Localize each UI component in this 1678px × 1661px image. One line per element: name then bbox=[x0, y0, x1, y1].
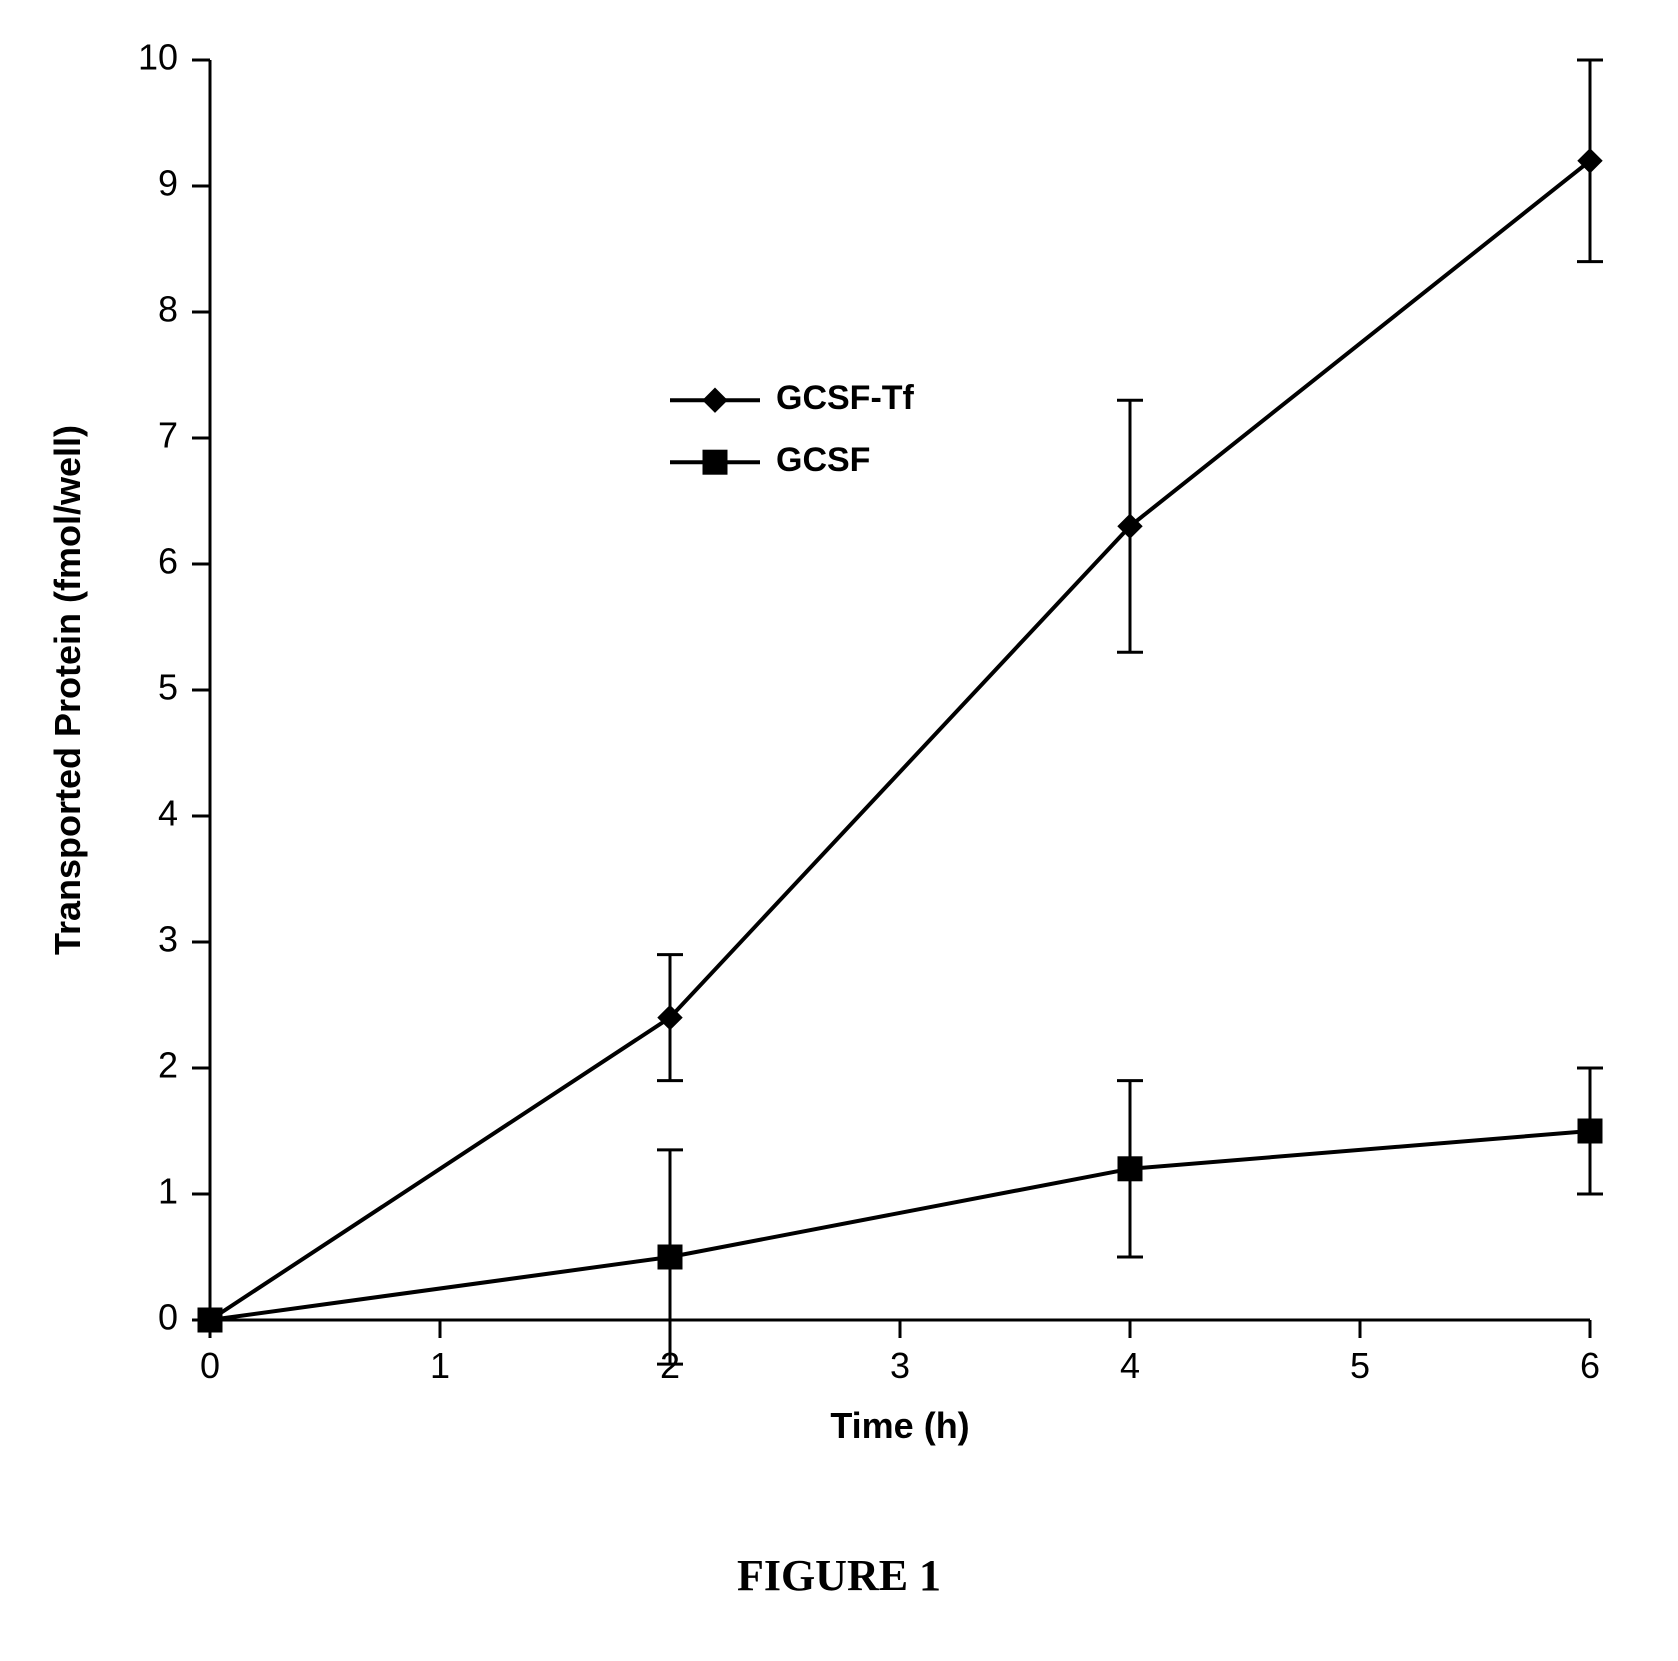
svg-text:3: 3 bbox=[158, 919, 178, 960]
svg-text:Time (h): Time (h) bbox=[830, 1405, 969, 1446]
svg-text:Transported Protein (fmol/well: Transported Protein (fmol/well) bbox=[47, 425, 88, 955]
svg-text:8: 8 bbox=[158, 289, 178, 330]
svg-text:4: 4 bbox=[158, 793, 178, 834]
svg-text:10: 10 bbox=[138, 37, 178, 78]
svg-text:0: 0 bbox=[200, 1345, 220, 1386]
svg-text:4: 4 bbox=[1120, 1345, 1140, 1386]
svg-text:1: 1 bbox=[430, 1345, 450, 1386]
svg-text:GCSF-Tf: GCSF-Tf bbox=[776, 379, 915, 417]
svg-text:6: 6 bbox=[1580, 1345, 1600, 1386]
svg-text:9: 9 bbox=[158, 163, 178, 204]
svg-text:6: 6 bbox=[158, 541, 178, 582]
transport-chart: 0123456789100123456Time (h)Transported P… bbox=[0, 0, 1678, 1500]
svg-text:1: 1 bbox=[158, 1171, 178, 1212]
svg-text:3: 3 bbox=[890, 1345, 910, 1386]
figure-caption: FIGURE 1 bbox=[0, 1550, 1678, 1601]
svg-text:5: 5 bbox=[1350, 1345, 1370, 1386]
svg-text:GCSF: GCSF bbox=[776, 441, 870, 479]
svg-text:5: 5 bbox=[158, 667, 178, 708]
svg-text:2: 2 bbox=[158, 1045, 178, 1086]
svg-text:7: 7 bbox=[158, 415, 178, 456]
svg-text:0: 0 bbox=[158, 1297, 178, 1338]
